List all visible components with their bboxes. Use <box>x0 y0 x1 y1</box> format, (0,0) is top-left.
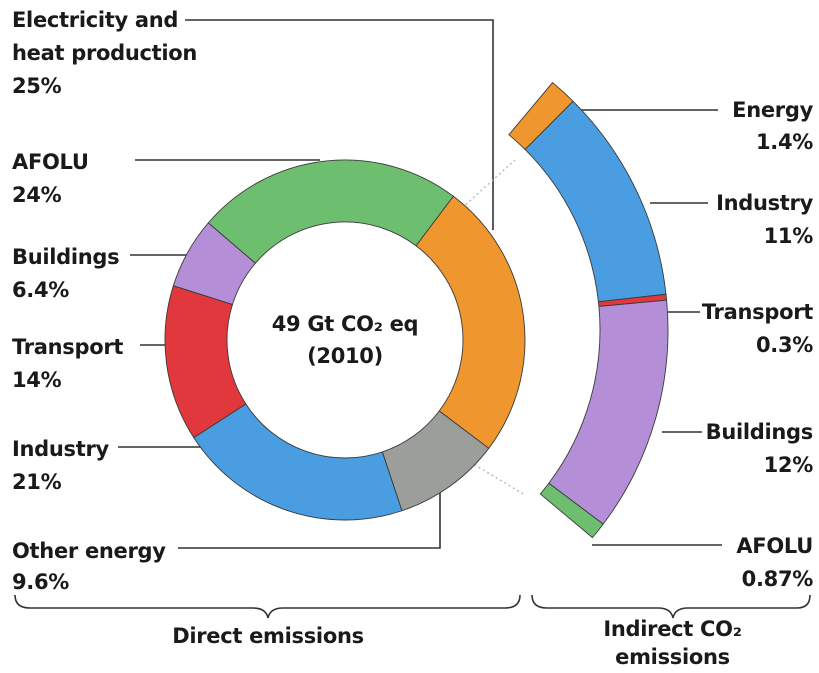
slice <box>524 100 667 303</box>
category-label: Electricity and heat production <box>12 8 198 65</box>
slice <box>548 299 669 525</box>
value-label: 21% <box>12 470 62 494</box>
connector <box>469 461 526 496</box>
value-label: 0.87% <box>741 567 814 591</box>
slice <box>207 159 454 264</box>
value-label: 14% <box>12 368 62 392</box>
leader-line <box>178 490 441 549</box>
brace <box>14 594 521 619</box>
category-label: Buildings <box>12 245 120 269</box>
value-label: 12% <box>763 453 814 477</box>
slice <box>539 482 604 539</box>
leader-lines <box>118 19 722 549</box>
category-label: Energy <box>732 98 813 122</box>
category-label: Other energy <box>12 539 166 563</box>
category-label: Industry <box>716 191 813 215</box>
value-label: 9.6% <box>12 570 70 594</box>
category-label: AFOLU <box>736 534 813 558</box>
center-label: 49 Gt CO₂ eq (2010) <box>271 312 419 368</box>
category-label: Transport <box>12 335 124 359</box>
connector <box>461 159 516 209</box>
category-label: Transport <box>701 300 813 324</box>
slice <box>415 195 526 449</box>
category-label: AFOLU <box>12 150 89 174</box>
value-label: 24% <box>12 183 62 207</box>
group-label: Indirect CO₂ emissions <box>603 617 742 669</box>
value-label: 11% <box>763 224 814 248</box>
group-label: Direct emissions <box>172 624 364 648</box>
slice <box>193 403 403 521</box>
value-label: 6.4% <box>12 278 70 302</box>
value-label: 25% <box>12 74 62 98</box>
value-label: 0.3% <box>755 333 813 357</box>
category-label: Buildings <box>705 420 814 444</box>
category-label: Industry <box>12 437 109 461</box>
leader-line <box>185 19 494 230</box>
value-label: 1.4% <box>755 130 813 154</box>
brace <box>531 594 811 619</box>
